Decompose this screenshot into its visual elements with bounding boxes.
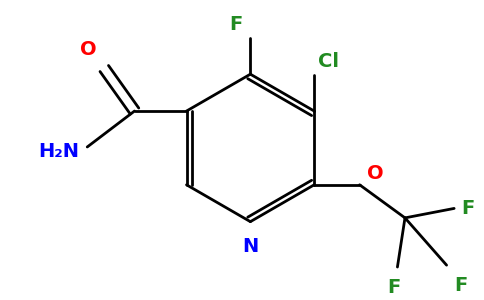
Text: N: N: [242, 237, 258, 256]
Text: F: F: [462, 199, 475, 218]
Text: O: O: [80, 40, 97, 59]
Text: H₂N: H₂N: [39, 142, 80, 161]
Text: F: F: [454, 277, 468, 296]
Text: F: F: [229, 16, 243, 34]
Text: O: O: [367, 164, 384, 183]
Text: F: F: [387, 278, 400, 297]
Text: Cl: Cl: [318, 52, 339, 71]
